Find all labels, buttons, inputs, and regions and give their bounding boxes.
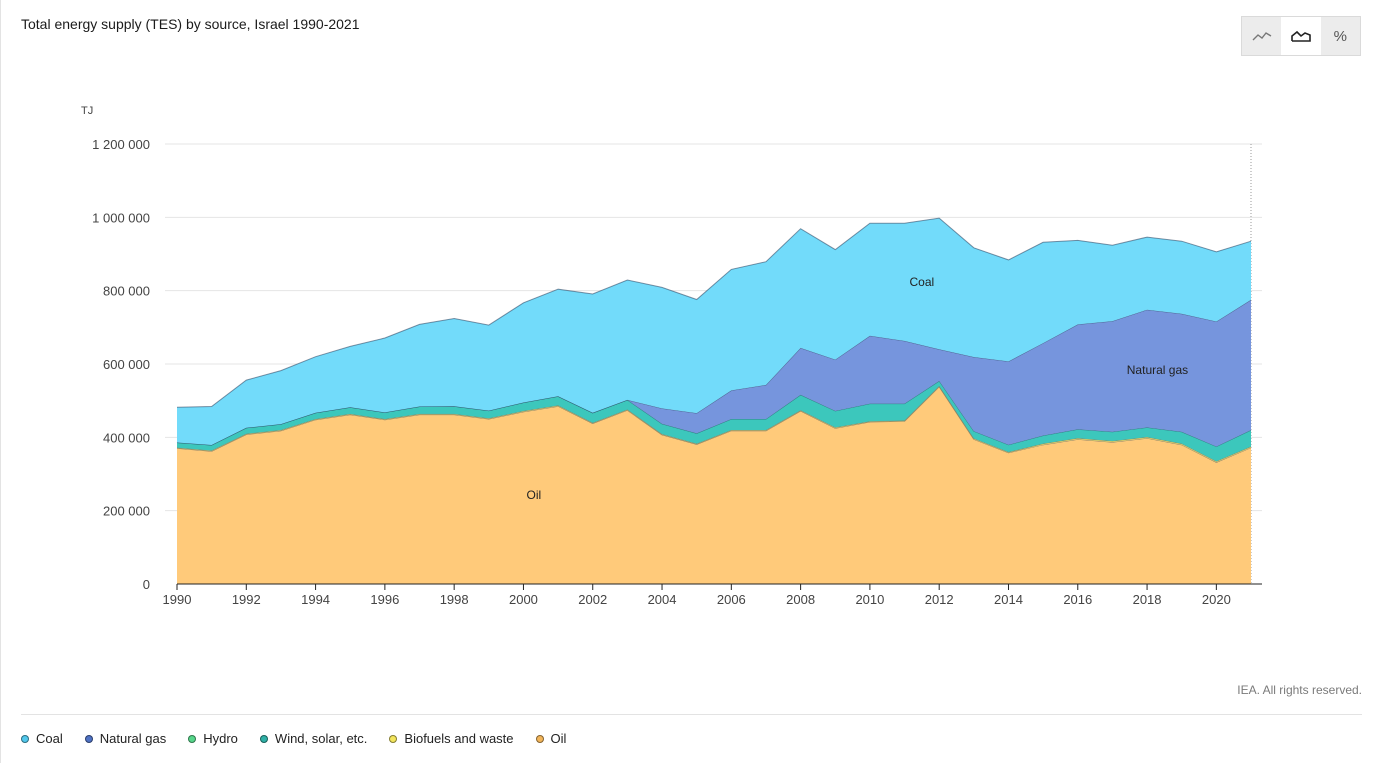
copyright-notice: IEA. All rights reserved. (1237, 683, 1362, 697)
x-tick-label: 2012 (925, 592, 954, 607)
legend-divider (21, 714, 1362, 715)
legend-dot-oil (535, 734, 544, 743)
percent-icon: % (1333, 27, 1347, 45)
x-axis: 1990 1992 1994 1996 1998 2000 2002 2004 2006 2008… (163, 583, 1262, 607)
area-edge-coal (176, 217, 1252, 408)
x-tick-label: 2010 (855, 592, 884, 607)
legend-label-hydro: Hydro (203, 731, 238, 746)
line-chart-icon (1252, 32, 1272, 41)
x-tick-label: 1994 (301, 592, 330, 607)
chart-view-switch: % (1241, 16, 1361, 56)
series-annotation-oil: Oil (527, 488, 542, 502)
area-natural-gas[interactable] (177, 299, 1251, 447)
area-chart-icon (1291, 30, 1311, 42)
legend: Coal Natural gas Hydro Wind, solar, etc.… (21, 731, 566, 746)
legend-item-wind-solar[interactable]: Wind, solar, etc. (259, 731, 368, 746)
area-oil[interactable] (177, 386, 1251, 584)
y-tick-label: 600 000 (103, 357, 150, 372)
legend-item-oil[interactable]: Oil (535, 731, 567, 746)
legend-item-biofuels[interactable]: Biofuels and waste (389, 731, 514, 746)
legend-label-biofuels: Biofuels and waste (404, 731, 514, 746)
x-tick-label: 1990 (163, 592, 192, 607)
legend-item-hydro[interactable]: Hydro (188, 731, 238, 746)
legend-dot-coal (21, 734, 29, 743)
x-tick-label: 2018 (1133, 592, 1162, 607)
legend-label-oil: Oil (550, 731, 567, 746)
y-axis-unit: TJ (81, 105, 93, 117)
legend-item-natural-gas[interactable]: Natural gas (84, 731, 167, 746)
stacked-area-chart: TJ 0 200 000 400 000 600 000 800 000 1 000 00… (81, 105, 1262, 607)
y-tick-label: 1 200 000 (92, 137, 150, 152)
x-tick-label: 2020 (1202, 592, 1231, 607)
y-tick-label: 800 000 (103, 284, 150, 299)
x-tick-label: 1992 (232, 592, 261, 607)
area-wind-solar-etc[interactable] (177, 380, 1251, 462)
y-axis-labels: 0 200 000 400 000 600 000 800 000 1 000 000 1 … (92, 137, 150, 592)
line-view-button[interactable] (1242, 17, 1282, 55)
y-tick-label: 0 (143, 577, 150, 592)
x-tick-label: 1996 (370, 592, 399, 607)
x-tick-label: 1998 (440, 592, 469, 607)
x-tick-label: 2004 (648, 592, 677, 607)
x-tick-label: 2016 (1063, 592, 1092, 607)
y-tick-label: 1 000 000 (92, 210, 150, 225)
frame-border (0, 0, 1, 763)
x-tick-label: 2014 (994, 592, 1023, 607)
legend-item-coal[interactable]: Coal (21, 731, 63, 746)
area-coal[interactable] (177, 218, 1251, 445)
area-series (176, 217, 1252, 584)
y-tick-label: 400 000 (103, 430, 150, 445)
x-tick-label: 2000 (509, 592, 538, 607)
y-tick-label: 200 000 (103, 504, 150, 519)
x-tick-label: 2002 (578, 592, 607, 607)
legend-label-natural-gas: Natural gas (99, 731, 167, 746)
percent-view-button[interactable]: % (1320, 17, 1360, 55)
x-tick-label: 2008 (786, 592, 815, 607)
series-annotation-natural-gas: Natural gas (1127, 363, 1188, 377)
chart-title: Total energy supply (TES) by source, Isr… (21, 16, 360, 32)
legend-dot-wind-solar (259, 734, 268, 743)
legend-dot-natural-gas (84, 734, 93, 743)
series-annotations: Coal Natural gas Oil (527, 275, 1189, 502)
area-view-button[interactable] (1281, 17, 1321, 55)
legend-label-wind-solar: Wind, solar, etc. (274, 731, 368, 746)
legend-dot-biofuels (389, 734, 398, 743)
legend-label-coal: Coal (36, 731, 63, 746)
x-tick-label: 2006 (717, 592, 746, 607)
series-annotation-coal: Coal (910, 275, 935, 289)
legend-dot-hydro (188, 734, 197, 743)
